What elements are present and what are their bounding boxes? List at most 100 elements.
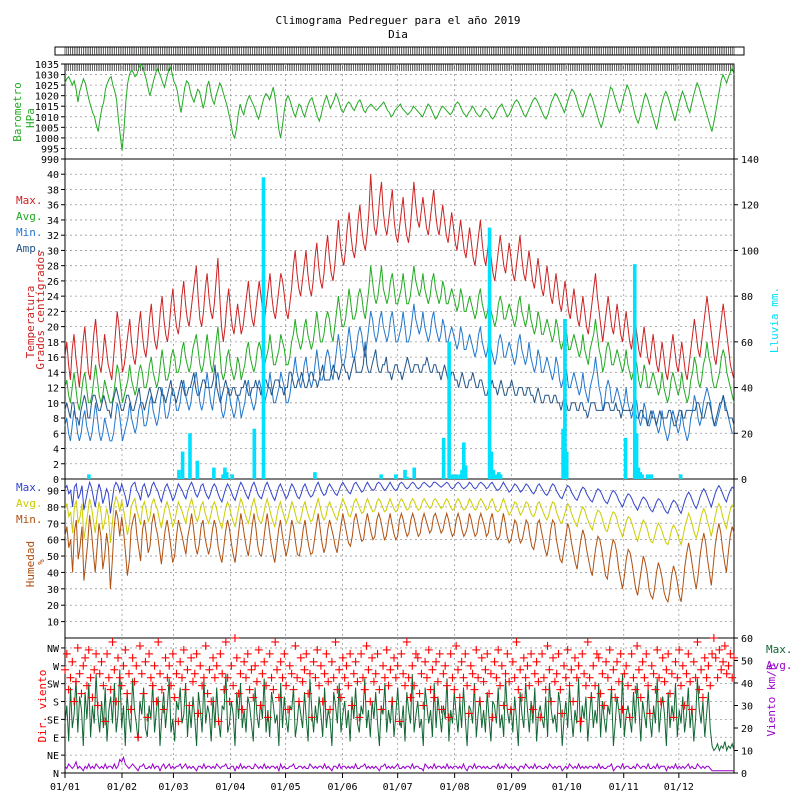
wind-right-tick-label: 10 [741, 747, 753, 758]
wind-dir-marker [357, 649, 366, 658]
pressure-left-tick-label: 1015 [35, 102, 59, 113]
wind-dir-marker [543, 641, 552, 650]
wind-dir-marker [188, 677, 197, 686]
rain-bar [638, 472, 643, 479]
wind-dir-marker [316, 661, 325, 670]
wind-dir-marker [338, 653, 347, 662]
chart-title: Climograma Pedreguer para el año 2019 [275, 14, 520, 27]
wind-dir-marker [212, 661, 221, 670]
wind-dir-marker [510, 673, 519, 682]
wind-dir-marker [346, 649, 355, 658]
wind-dir-marker [262, 681, 271, 690]
wind-dir-marker [307, 713, 316, 722]
wind-dir-marker [373, 649, 382, 658]
temperature-right-tick-label: 0 [741, 475, 747, 486]
wind-dir-marker [497, 661, 506, 670]
wind-dir-marker [101, 717, 110, 726]
wind-dir-marker [311, 673, 320, 682]
wind-dir-marker [130, 677, 139, 686]
wind-dir-marker [220, 685, 229, 694]
wind-dir-marker [210, 673, 219, 682]
wind-legend-max: Max. [766, 643, 793, 656]
wind-dir-marker [132, 661, 141, 670]
wind-left-tick-label: E [53, 733, 59, 744]
wind-dir-marker [647, 661, 656, 670]
wind-dir-marker [728, 673, 737, 682]
wind-dir-marker [128, 653, 137, 662]
wind-dir-marker [298, 677, 307, 686]
pressure-left-tick-label: 995 [41, 144, 59, 155]
wind-dir-marker [108, 637, 117, 646]
wind-dir-marker [371, 669, 380, 678]
pressure-axis-unit: HPa [24, 108, 37, 128]
wind-dir-marker [455, 693, 464, 702]
wind-dir-axis-title: Dir. viento [36, 670, 49, 743]
rain-bar [394, 474, 398, 479]
wind-dir-marker [243, 649, 252, 658]
wind-dir-marker [598, 669, 607, 678]
wind-dir-marker [686, 677, 695, 686]
wind-dir-marker [724, 661, 733, 670]
temperature-legend-max: Max. [16, 194, 43, 207]
wind-dir-marker [618, 705, 627, 714]
wind-dir-marker [353, 677, 362, 686]
rain-bar [495, 474, 499, 479]
wind-speed-axis-title: Viento km/h [765, 664, 778, 737]
wind-dir-marker [379, 661, 388, 670]
wind-dir-marker [294, 697, 303, 706]
temperature-left-tick-label: 28 [47, 262, 59, 273]
wind-dir-marker [276, 657, 285, 666]
wind-dir-marker [607, 685, 616, 694]
wind-dir-marker [86, 673, 95, 682]
wind-dir-marker [592, 649, 601, 658]
wind-dir-marker [360, 685, 369, 694]
pressure-axis-title: Barometro [11, 82, 24, 142]
wind-dir-marker [483, 649, 492, 658]
wind-dir-marker [494, 645, 503, 654]
wind-dir-marker [115, 673, 124, 682]
wind-dir-marker [490, 657, 499, 666]
wind-dir-marker [433, 677, 442, 686]
wind-dir-marker [241, 673, 250, 682]
wind-dir-marker [470, 685, 479, 694]
wind-dir-marker [194, 709, 203, 718]
wind-dir-marker [335, 665, 344, 674]
wind-dir-marker [291, 641, 300, 650]
wind-dir-marker [514, 685, 523, 694]
wind-dir-marker [106, 685, 115, 694]
wind-dir-marker [512, 637, 521, 646]
wind-dir-marker [713, 673, 722, 682]
wind-dir-marker [432, 657, 441, 666]
wind-dir-marker [95, 669, 104, 678]
wind-right-tick-label: 0 [741, 769, 747, 780]
wind-dir-marker [532, 657, 541, 666]
wind-dir-marker [457, 657, 466, 666]
wind-dir-marker [689, 657, 698, 666]
wind-dir-marker [92, 649, 101, 658]
temperature-right-tick-label: 120 [741, 201, 759, 212]
wind-dir-marker [156, 669, 165, 678]
wind-dir-marker [358, 673, 367, 682]
wind-dir-marker [342, 661, 351, 670]
pressure-left-tick-label: 1025 [35, 81, 59, 92]
wind-dir-marker [645, 709, 654, 718]
rain-bar [489, 451, 494, 479]
wind-dir-marker [218, 669, 227, 678]
wind-dir-marker [585, 673, 594, 682]
wind-dir-marker [461, 649, 470, 658]
wind-dir-marker [252, 677, 261, 686]
wind-dir-marker [503, 649, 512, 658]
wind-dir-marker [347, 701, 356, 710]
wind-dir-marker [680, 701, 689, 710]
temperature-legend-avg: Avg. [16, 210, 43, 223]
wind-dir-marker [391, 673, 400, 682]
wind-dir-marker [516, 665, 525, 674]
wind-dir-marker [168, 649, 177, 658]
wind-dir-marker [304, 689, 313, 698]
temperature-right-tick-label: 100 [741, 246, 759, 257]
wind-dir-marker [496, 681, 505, 690]
wind-dir-marker [322, 649, 331, 658]
wind-dir-marker [660, 677, 669, 686]
wind-left-tick-label: N [53, 769, 59, 780]
wind-dir-marker [150, 661, 159, 670]
